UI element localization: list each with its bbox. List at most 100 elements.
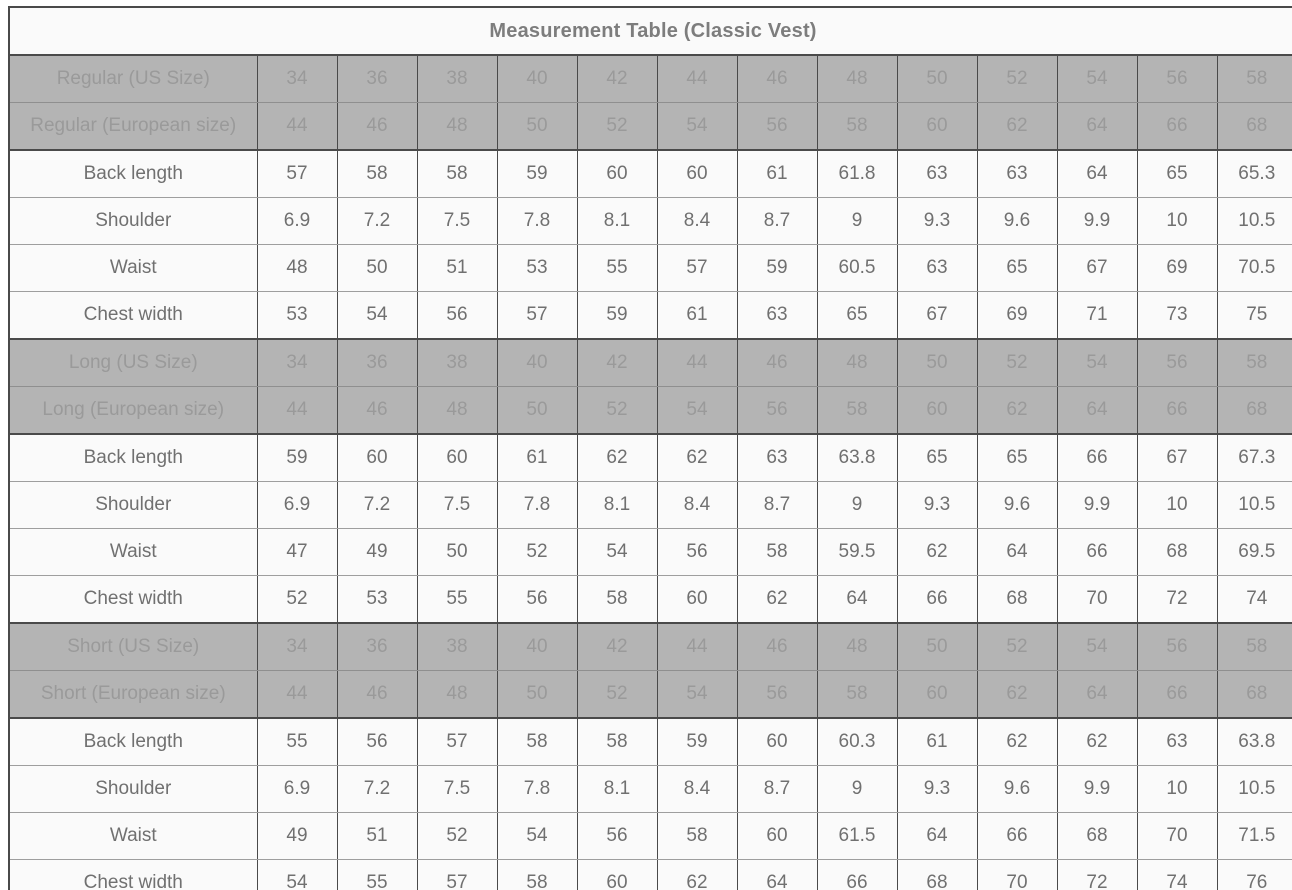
measurement-value: 64 xyxy=(1056,149,1138,198)
measurement-value: 60.3 xyxy=(816,717,898,766)
size-header-cell-eu: 60 xyxy=(896,670,978,719)
size-header-cell-us: 48 xyxy=(816,338,898,387)
size-header-cell-eu: 54 xyxy=(656,670,738,719)
measurement-value: 9.6 xyxy=(976,197,1058,245)
size-header-cell-us: 48 xyxy=(816,54,898,103)
measurement-value: 7.8 xyxy=(496,765,578,813)
table-row: Shoulder 6.9 7.2 7.5 7.8 8.1 8.4 8.7 9 9.3 9.6 9.9 1… xyxy=(9,765,1292,813)
size-header-cell-us: 56 xyxy=(1136,338,1218,387)
measurement-value: 54 xyxy=(496,812,578,860)
measurement-value: 6.9 xyxy=(256,765,338,813)
size-header-cell-eu: 58 xyxy=(816,102,898,151)
measurement-value: 62 xyxy=(896,528,978,576)
measurement-value: 55 xyxy=(416,575,498,624)
size-header-cell-us: 42 xyxy=(576,54,658,103)
size-header-cell-eu: 44 xyxy=(256,102,338,151)
measurement-value: 68 xyxy=(1136,528,1218,576)
measurement-value: 61 xyxy=(736,149,818,198)
size-header-cell-us: 36 xyxy=(336,622,418,671)
measurement-value: 61.8 xyxy=(816,149,898,198)
measurement-value: 8.1 xyxy=(576,765,658,813)
measurement-value: 62 xyxy=(1056,717,1138,766)
measurement-value: 58 xyxy=(576,575,658,624)
size-header-cell-eu: 62 xyxy=(976,386,1058,435)
measurement-value: 56 xyxy=(656,528,738,576)
measurement-value: 7.2 xyxy=(336,481,418,529)
measurement-value: 8.4 xyxy=(656,197,738,245)
measurement-value: 56 xyxy=(336,717,418,766)
size-header-cell-us: 34 xyxy=(256,338,338,387)
size-header-cell-us: 40 xyxy=(496,338,578,387)
size-header-cell-eu: 52 xyxy=(576,670,658,719)
measurement-value: 7.2 xyxy=(336,197,418,245)
page-title: Measurement Table (Classic Vest) xyxy=(8,6,1292,56)
measurement-value: 56 xyxy=(496,575,578,624)
measurement-value: 8.1 xyxy=(576,197,658,245)
measurement-value: 57 xyxy=(256,149,338,198)
measurement-value: 59 xyxy=(576,291,658,340)
size-header-cell-us: 34 xyxy=(256,622,338,671)
measurement-value: 75 xyxy=(1216,291,1292,340)
measurement-value: 8.4 xyxy=(656,481,738,529)
measurement-value: 70.5 xyxy=(1216,244,1292,292)
measurement-value: 64 xyxy=(896,812,978,860)
measurement-value: 74 xyxy=(1136,859,1218,890)
measurement-value: 60 xyxy=(656,149,738,198)
table-row: Shoulder 6.9 7.2 7.5 7.8 8.1 8.4 8.7 9 9.3 9.6 9.9 1… xyxy=(9,481,1292,529)
measurement-value: 63.8 xyxy=(816,433,898,482)
table-row: Waist 47 49 50 52 54 56 58 59.5 62 64 66 68 69.5 xyxy=(9,528,1292,576)
measurement-value: 63.8 xyxy=(1216,717,1292,766)
size-header-cell-eu: 48 xyxy=(416,102,498,151)
measurement-value: 68 xyxy=(976,575,1058,624)
size-header-cell-us: 52 xyxy=(976,622,1058,671)
measurement-value: 60 xyxy=(576,859,658,890)
measurement-value: 60 xyxy=(656,575,738,624)
measurement-value: 66 xyxy=(1056,528,1138,576)
size-header-label-us: Long (US Size) xyxy=(8,338,258,387)
measurement-value: 58 xyxy=(416,149,498,198)
size-header-cell-us: 44 xyxy=(656,622,738,671)
measurement-value: 9.6 xyxy=(976,481,1058,529)
measurement-value: 8.1 xyxy=(576,481,658,529)
size-header-cell-us: 50 xyxy=(896,338,978,387)
measurement-value: 58 xyxy=(496,859,578,890)
measurement-value: 65 xyxy=(816,291,898,340)
size-header-cell-us: 46 xyxy=(736,54,818,103)
measurement-value: 9.9 xyxy=(1056,197,1138,245)
size-header-cell-us: 38 xyxy=(416,54,498,103)
table-row: Chest width 54 55 57 58 60 62 64 66 68 70 72 74 76 xyxy=(9,859,1292,890)
size-header-row-us-long: Long (US Size) 34 36 38 40 42 44 46 48 50 52 54 56 58 xyxy=(8,338,1292,387)
table-row: Chest width 52 53 55 56 58 60 62 64 66 68 70 72 74 xyxy=(9,575,1292,624)
measurement-value: 61 xyxy=(896,717,978,766)
size-header-row-eu-short: Short (European size) 44 46 48 50 52 54 56 58 60 6… xyxy=(8,670,1292,719)
size-header-label-us: Short (US Size) xyxy=(8,622,258,671)
measurement-value: 62 xyxy=(976,717,1058,766)
size-header-row-us-short: Short (US Size) 34 36 38 40 42 44 46 48 50 52 54 56 5… xyxy=(8,622,1292,671)
measurement-value: 50 xyxy=(336,244,418,292)
size-header-cell-us: 50 xyxy=(896,54,978,103)
measurement-value: 68 xyxy=(896,859,978,890)
measurement-value: 7.5 xyxy=(416,765,498,813)
measurement-value: 59 xyxy=(256,433,338,482)
measurement-value: 9.9 xyxy=(1056,765,1138,813)
size-header-cell-eu: 50 xyxy=(496,670,578,719)
measurement-value: 62 xyxy=(656,433,738,482)
size-header-cell-us: 36 xyxy=(336,338,418,387)
size-header-cell-us: 56 xyxy=(1136,622,1218,671)
size-header-row-eu-long: Long (European size) 44 46 48 50 52 54 56 58 60 62… xyxy=(8,386,1292,435)
table-row: Back length 55 56 57 58 58 59 60 60.3 61 62 62 63 63.… xyxy=(9,717,1292,766)
measurement-value: 65 xyxy=(1136,149,1218,198)
measurement-value: 74 xyxy=(1216,575,1292,624)
size-header-cell-eu: 62 xyxy=(976,102,1058,151)
measurement-value: 10.5 xyxy=(1216,765,1292,813)
size-header-cell-us: 46 xyxy=(736,622,818,671)
size-header-cell-us: 52 xyxy=(976,54,1058,103)
table-row: Waist 48 50 51 53 55 57 59 60.5 63 65 67 69 70.5 xyxy=(9,244,1292,292)
size-header-cell-eu: 48 xyxy=(416,386,498,435)
size-header-cell-us: 58 xyxy=(1216,622,1292,671)
measurement-value: 67 xyxy=(1056,244,1138,292)
size-header-cell-eu: 66 xyxy=(1136,386,1218,435)
measurement-value: 9 xyxy=(816,481,898,529)
measurement-value: 72 xyxy=(1136,575,1218,624)
size-header-cell-eu: 62 xyxy=(976,670,1058,719)
